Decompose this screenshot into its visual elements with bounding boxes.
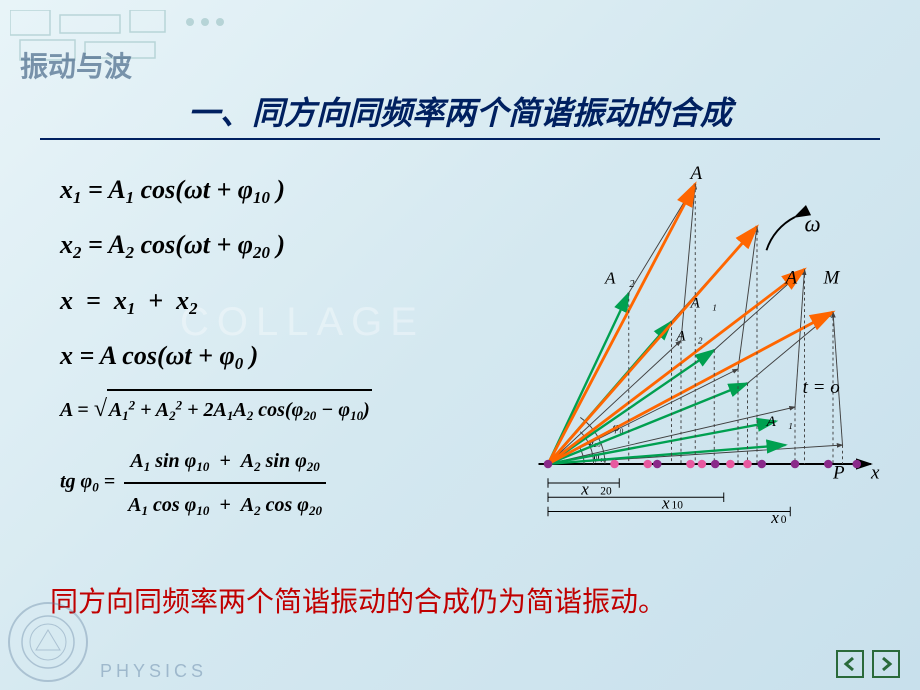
- svg-text:A⃗₁: A⃗₁: [690, 294, 717, 311]
- svg-text:x: x: [770, 508, 779, 527]
- svg-text:M: M: [823, 268, 841, 289]
- svg-text:x: x: [580, 479, 589, 498]
- section-category: 振动与波: [20, 45, 132, 85]
- svg-text:20: 20: [600, 485, 612, 497]
- institution-logo: [8, 602, 88, 682]
- equation-4: x = A cos(ωt + φ0 ): [60, 331, 500, 380]
- arrow-left-icon: [842, 656, 858, 672]
- equation-3: x = x1 + x2: [60, 276, 500, 325]
- svg-text:A⃗: A⃗: [784, 268, 812, 289]
- equation-2: x2 = A2 cos(ωt + φ20 ): [60, 220, 500, 269]
- svg-text:ω: ω: [805, 211, 821, 236]
- svg-text:x: x: [661, 494, 670, 513]
- conclusion-text: 同方向同频率两个简谐振动的合成仍为简谐振动。: [50, 580, 666, 620]
- equation-1: x1 = A1 cos(ωt + φ10 ): [60, 165, 500, 214]
- page-title: 一、同方向同频率两个简谐振动的合成: [40, 88, 880, 140]
- nav-next-button[interactable]: [872, 650, 900, 678]
- svg-text:P: P: [832, 462, 845, 483]
- phasor-diagram: φ₁₀φ₂₀φ₀x20x10x0A⃗A⃗₂A⃗₁A⃗₂A⃗A⃗₁MPxt = o…: [500, 160, 900, 540]
- svg-text:A⃗₁: A⃗₁: [766, 413, 793, 430]
- nav-arrows: [836, 650, 900, 678]
- footer-label: PHYSICS: [100, 661, 207, 682]
- svg-text:A⃗₂: A⃗₂: [675, 328, 702, 345]
- svg-text:x: x: [870, 462, 880, 483]
- svg-text:0: 0: [781, 514, 787, 526]
- svg-text:A⃗: A⃗: [689, 163, 717, 184]
- nav-prev-button[interactable]: [836, 650, 864, 678]
- equation-5: A = A12 + A22 + 2A1A2 cos(φ20 − φ10): [60, 387, 500, 433]
- svg-text:10: 10: [672, 500, 684, 512]
- equation-6: tg φ0 = A1 sin φ10 + A2 sin φ20 A1 cos φ…: [60, 442, 500, 524]
- arrow-right-icon: [878, 656, 894, 672]
- svg-text:A⃗₂: A⃗₂: [604, 269, 635, 288]
- equations-block: x1 = A1 cos(ωt + φ10 ) x2 = A2 cos(ωt + …: [60, 165, 500, 530]
- svg-text:t = o: t = o: [803, 377, 840, 398]
